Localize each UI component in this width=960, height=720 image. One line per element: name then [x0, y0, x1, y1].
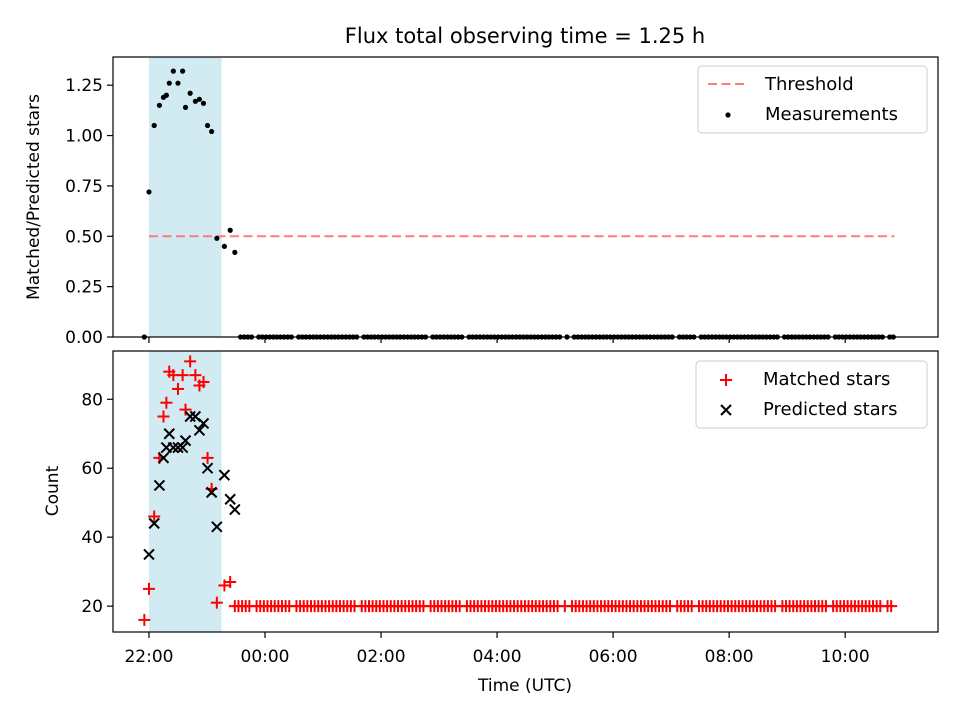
measurement-point	[156, 102, 163, 108]
matched-star-marker	[189, 369, 202, 382]
legend-matched-label: Matched stars	[763, 369, 890, 390]
measurement-point	[180, 68, 186, 74]
measurement-point	[146, 189, 152, 195]
predicted-star-marker	[224, 493, 236, 505]
bottom-x-axis: 22:00 00:00 02:00 04:00 06:00 08:00 10:00	[124, 632, 870, 667]
predicted-star-marker	[184, 410, 196, 423]
x-tick-label: 08:00	[705, 647, 754, 667]
matched-star-marker	[148, 510, 161, 523]
matched-star-marker	[184, 355, 197, 368]
measurement-point	[204, 122, 211, 129]
predicted-star-marker	[148, 517, 160, 530]
predicted-star-marker	[176, 441, 189, 454]
matched-star-marker	[210, 596, 223, 609]
top-y-tick-label: 0.25	[65, 278, 103, 298]
measurement-point	[187, 90, 193, 96]
matched-star-marker	[171, 382, 184, 395]
matched-star-marker	[138, 613, 151, 626]
measurement-point	[200, 100, 207, 106]
legend-predicted-label: Predicted stars	[763, 399, 897, 420]
predicted-star-marker	[163, 428, 175, 440]
measurement-point	[196, 96, 203, 102]
matched-star-marker	[885, 600, 898, 613]
bottom-legend-box	[695, 360, 928, 429]
bottom-y-axis: 20 40 60 80	[81, 390, 113, 617]
top-y-tick-label: 0.00	[65, 328, 103, 348]
measurement-point	[192, 98, 198, 104]
bottom-y-tick-label: 60	[81, 459, 103, 479]
predicted-star-marker	[205, 486, 218, 499]
legend-measurement-swatch	[725, 112, 731, 118]
predicted-star-marker	[179, 434, 192, 447]
bottom-y-tick-label: 40	[81, 528, 103, 548]
measurement-point	[182, 104, 189, 110]
measurement-point	[175, 80, 181, 86]
measurement-point	[214, 235, 220, 241]
predicted-star-marker	[197, 417, 210, 430]
predicted-star-marker	[193, 424, 206, 437]
legend-threshold-label: Threshold	[764, 74, 854, 95]
predicted-star-marker	[143, 548, 155, 561]
matched-star-marker	[197, 376, 210, 389]
top-shaded-span	[148, 57, 222, 337]
top-axes-frame	[112, 56, 939, 338]
top-x-ticks	[148, 337, 846, 343]
predicted-stars-points	[143, 410, 241, 561]
matched-star-marker	[157, 410, 170, 423]
x-tick-label: 00:00	[241, 647, 290, 667]
measurement-point	[166, 80, 172, 86]
measurement-point	[170, 68, 176, 74]
matched-star-marker	[142, 582, 155, 595]
top-y-label: Matched/Predicted stars	[24, 94, 44, 300]
legend-measurements-label: Measurements	[765, 104, 898, 125]
bottom-y-tick-label: 80	[81, 390, 103, 410]
matched-star-marker	[160, 396, 173, 409]
bottom-y-label: Count	[43, 465, 63, 516]
predicted-star-marker	[201, 462, 214, 474]
x-tick-label: 02:00	[357, 647, 406, 667]
chart-title: Flux total observing time = 1.25 h	[345, 24, 705, 48]
bottom-axes-frame	[112, 350, 939, 633]
measurement-point	[227, 227, 233, 233]
matched-star-marker	[179, 403, 192, 416]
matched-star-marker	[176, 369, 189, 382]
x-tick-label: 22:00	[124, 647, 173, 667]
legend-matched-swatch	[720, 374, 732, 386]
top-legend: Threshold Measurements	[697, 65, 928, 134]
matched-star-marker	[224, 576, 237, 589]
predicted-star-marker	[167, 441, 180, 454]
top-y-tick-label: 0.75	[65, 177, 103, 197]
measurement-point	[151, 122, 157, 129]
predicted-star-marker	[229, 503, 241, 516]
measurement-point	[232, 249, 238, 255]
measurement-point	[209, 128, 215, 135]
legend-predicted-swatch	[720, 404, 732, 416]
predicted-star-marker	[211, 521, 223, 533]
measurement-point	[221, 243, 227, 249]
predicted-star-marker	[218, 469, 231, 481]
bottom-panel: 20 40 60 80 22:00 00:00 02:00 04:00 06:00 08:00 1…	[43, 350, 939, 696]
matched-stars-points	[138, 355, 898, 626]
x-tick-label: 04:00	[473, 647, 522, 667]
predicted-star-marker	[153, 479, 166, 492]
matched-star-marker	[201, 451, 214, 464]
bottom-legend: Matched stars Predicted stars	[695, 360, 928, 429]
x-tick-label: 10:00	[821, 647, 870, 667]
predicted-star-marker	[157, 452, 170, 464]
x-axis-label: Time (UTC)	[477, 676, 572, 696]
bottom-y-tick-label: 20	[81, 597, 103, 617]
top-y-tick-label: 1.25	[65, 76, 103, 96]
measurement-point	[163, 92, 169, 98]
top-panel: 0.00 0.25 0.50 0.75 1.00 1.25 Matched/Predict…	[24, 56, 939, 348]
top-y-axis: 0.00 0.25 0.50 0.75 1.00 1.25	[65, 76, 113, 348]
top-y-tick-label: 0.50	[65, 227, 103, 247]
x-tick-label: 06:00	[589, 647, 638, 667]
top-legend-box	[697, 65, 928, 134]
top-y-tick-label: 1.00	[65, 127, 103, 147]
